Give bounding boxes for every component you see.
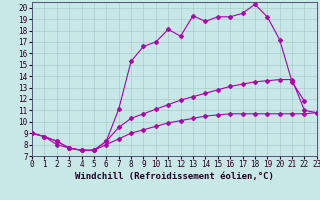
- X-axis label: Windchill (Refroidissement éolien,°C): Windchill (Refroidissement éolien,°C): [75, 172, 274, 181]
